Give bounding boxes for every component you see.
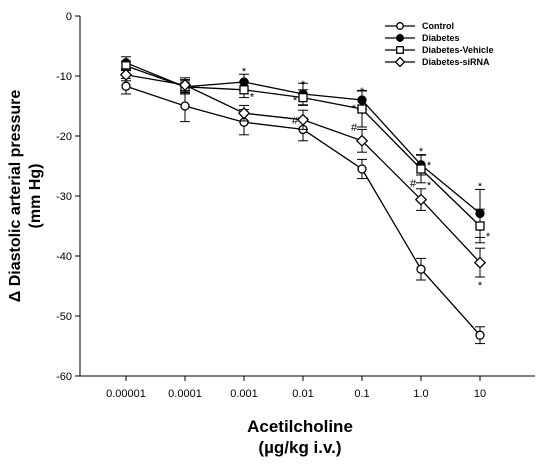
x-tick-label: 0.00001 bbox=[106, 388, 146, 400]
x-axis-unit: (µg/kg i.v.) bbox=[258, 438, 341, 457]
data-point bbox=[296, 113, 310, 126]
y-axis-unit: (mm Hg) bbox=[27, 164, 44, 229]
data-point bbox=[237, 107, 251, 120]
data-point bbox=[416, 164, 426, 174]
significance-annotation: * bbox=[242, 66, 247, 78]
legend-marker bbox=[396, 34, 404, 42]
y-tick-label: -10 bbox=[56, 71, 72, 83]
y-tick-label: -20 bbox=[56, 131, 72, 143]
data-point bbox=[178, 78, 192, 92]
data-point bbox=[357, 104, 367, 114]
hash-annotation: # bbox=[351, 122, 358, 134]
legend-item-control: Control bbox=[385, 21, 454, 31]
data-point bbox=[121, 81, 131, 91]
x-ticks: 0.00001 0.0001 0.001 0.01 0.1 1.0 10 bbox=[106, 376, 486, 400]
x-tick-label: 0.1 bbox=[354, 388, 369, 400]
data-point bbox=[475, 330, 485, 340]
significance-annotation: * bbox=[360, 86, 365, 98]
data-point bbox=[355, 134, 369, 147]
legend-label: Diabetes-Vehicle bbox=[422, 45, 494, 55]
y-tick-label: -40 bbox=[56, 251, 72, 263]
data-point bbox=[475, 221, 485, 231]
x-tick-label: 0.0001 bbox=[168, 388, 202, 400]
data-point bbox=[414, 193, 428, 206]
significance-annotation: * bbox=[486, 231, 491, 243]
y-ticks: 0 -10 -20 -30 -40 -50 -60 bbox=[56, 11, 80, 383]
series-layer bbox=[119, 56, 487, 345]
significance-annotation: * bbox=[427, 160, 432, 172]
data-point bbox=[180, 101, 190, 111]
series-diabetes-sirna bbox=[119, 68, 487, 278]
hash-annotation: # bbox=[410, 178, 417, 190]
y-tick-label: -50 bbox=[56, 311, 72, 323]
y-tick-label: -60 bbox=[56, 371, 72, 383]
significance-annotation: * bbox=[478, 280, 483, 292]
significance-annotation: * bbox=[478, 181, 483, 193]
y-axis-title: Δ Diastolic arterial pressure bbox=[7, 90, 24, 303]
data-point bbox=[119, 68, 133, 81]
significance-annotation: * bbox=[427, 180, 432, 192]
significance-annotation: * bbox=[293, 95, 298, 107]
y-tick-label: -30 bbox=[56, 191, 72, 203]
significance-annotation: * bbox=[419, 146, 424, 158]
hash-annotation: # bbox=[292, 115, 299, 127]
legend-item-diabetes-vehicle: Diabetes-Vehicle bbox=[385, 45, 494, 55]
significance-annotation: * bbox=[301, 79, 306, 91]
legend: Control Diabetes Diabetes-Vehicle Diabetes-… bbox=[385, 21, 494, 68]
legend-item-diabetes-sirna: Diabetes-siRNA bbox=[385, 56, 490, 68]
x-tick-label: 1.0 bbox=[413, 388, 428, 400]
annotations-layer: ****#**#**# * *** bbox=[242, 66, 491, 292]
x-axis-title: Acetilcholine bbox=[247, 417, 353, 436]
x-tick-label: 0.001 bbox=[230, 388, 258, 400]
legend-marker bbox=[396, 22, 404, 30]
legend-label: Control bbox=[422, 21, 454, 31]
data-point bbox=[298, 92, 308, 103]
data-point bbox=[239, 85, 249, 95]
significance-annotation: * bbox=[352, 103, 357, 115]
data-point bbox=[473, 256, 487, 269]
y-tick-label: 0 bbox=[66, 11, 72, 23]
data-point bbox=[416, 264, 426, 274]
legend-label: Diabetes bbox=[422, 33, 460, 43]
legend-marker bbox=[394, 56, 406, 68]
legend-marker bbox=[396, 46, 404, 54]
x-tick-label: 10 bbox=[474, 388, 486, 400]
legend-item-diabetes: Diabetes bbox=[385, 33, 460, 43]
legend-label: Diabetes-siRNA bbox=[422, 57, 490, 67]
significance-annotation: * bbox=[250, 91, 255, 103]
plot-area bbox=[79, 16, 535, 377]
x-tick-label: 0.01 bbox=[292, 388, 313, 400]
data-point bbox=[357, 164, 367, 174]
